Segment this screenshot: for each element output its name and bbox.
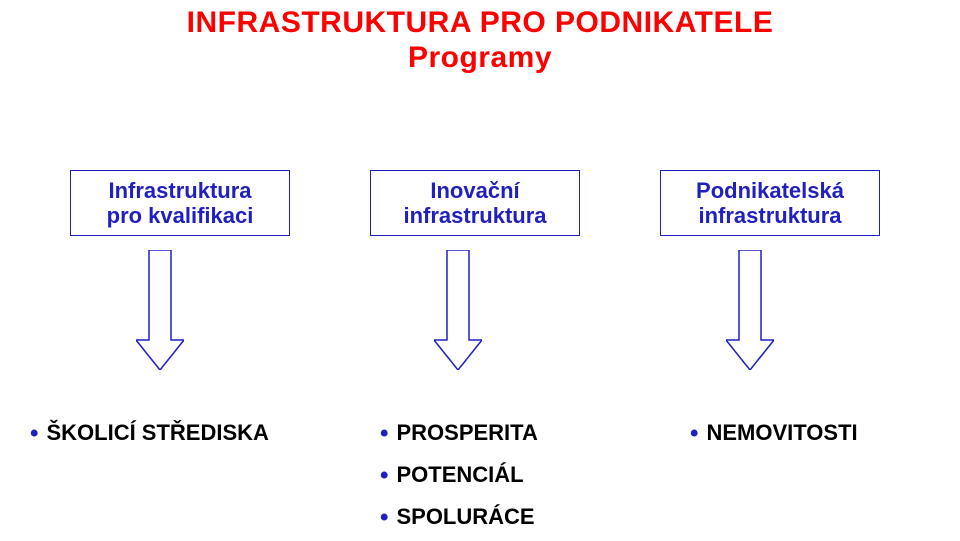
bullet-text: NEMOVITOSTI [706, 420, 857, 445]
bullet-spolurace: • SPOLURÁCE [380, 504, 535, 532]
box-podnikatelska-infrastruktura: Podnikatelská infrastruktura [660, 170, 880, 236]
bullet-dot-icon: • [380, 462, 388, 490]
bullet-nemovitosti: • NEMOVITOSTI [690, 420, 858, 448]
box-line1: Inovační [430, 178, 519, 203]
arrow-down-2 [434, 250, 482, 370]
bullet-text: POTENCIÁL [396, 462, 523, 487]
bullet-text: SPOLURÁCE [396, 504, 534, 529]
bullet-dot-icon: • [690, 420, 698, 448]
arrow-down-1 [136, 250, 184, 370]
bullet-dot-icon: • [30, 420, 38, 448]
title-line1: INFRASTRUKTURA PRO PODNIKATELE [187, 6, 774, 39]
bullet-skolici-strediska: • ŠKOLICÍ STŘEDISKA [30, 420, 269, 448]
box-line1: Infrastruktura [108, 178, 251, 203]
box-line2: infrastruktura [698, 203, 841, 228]
box-line2: pro kvalifikaci [107, 203, 254, 228]
bullet-text: ŠKOLICÍ STŘEDISKA [46, 420, 268, 445]
box-line1: Podnikatelská [696, 178, 844, 203]
arrow-down-3 [726, 250, 774, 370]
diagram-canvas: INFRASTRUKTURA PRO PODNIKATELE Programy … [0, 0, 960, 541]
title-line2: Programy [408, 41, 552, 74]
page-title: INFRASTRUKTURA PRO PODNIKATELE Programy [0, 6, 960, 75]
box-line2: infrastruktura [403, 203, 546, 228]
box-inovacni-infrastruktura: Inovační infrastruktura [370, 170, 580, 236]
box-infrastruktura-kvalifikace: Infrastruktura pro kvalifikaci [70, 170, 290, 236]
bullet-dot-icon: • [380, 504, 388, 532]
bullet-dot-icon: • [380, 420, 388, 448]
bullet-text: PROSPERITA [396, 420, 537, 445]
bullet-prosperita: • PROSPERITA [380, 420, 538, 448]
bullet-potencial: • POTENCIÁL [380, 462, 524, 490]
